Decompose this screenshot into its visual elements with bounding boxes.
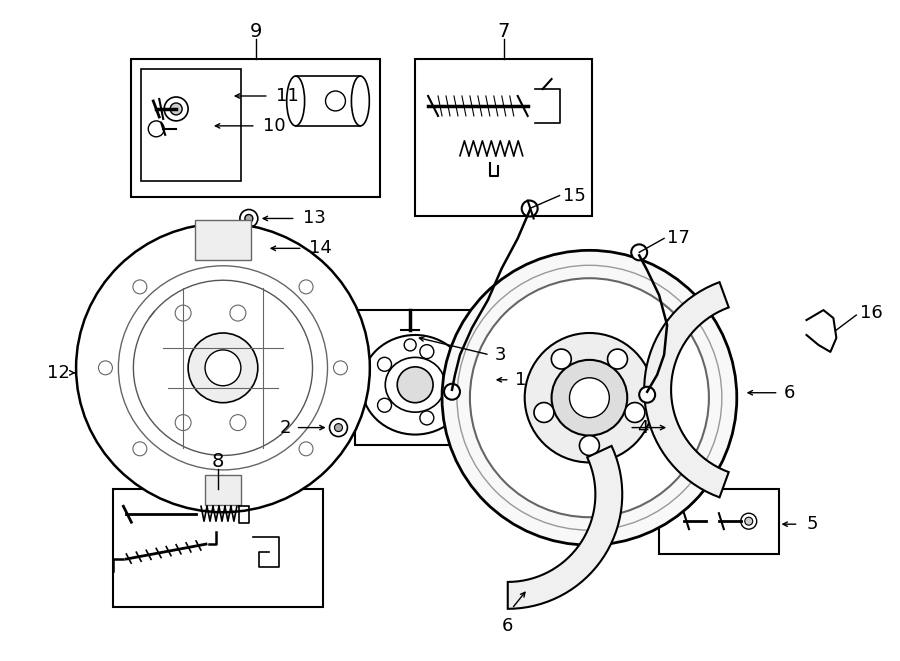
Circle shape: [397, 367, 433, 403]
Circle shape: [552, 349, 572, 369]
Text: 13: 13: [302, 210, 326, 227]
Circle shape: [470, 278, 709, 517]
Bar: [195, 221, 251, 260]
Circle shape: [378, 399, 392, 412]
Ellipse shape: [119, 266, 328, 470]
Circle shape: [334, 361, 347, 375]
Text: 7: 7: [498, 22, 510, 41]
Circle shape: [522, 200, 537, 217]
Circle shape: [230, 414, 246, 430]
Circle shape: [631, 245, 647, 260]
Bar: [141, 69, 241, 180]
Circle shape: [205, 350, 241, 386]
Circle shape: [176, 414, 191, 430]
Circle shape: [552, 360, 627, 436]
Bar: [205, 475, 241, 505]
Text: 5: 5: [806, 515, 818, 533]
Circle shape: [299, 442, 313, 456]
Text: 1: 1: [515, 371, 526, 389]
Circle shape: [745, 517, 752, 525]
Circle shape: [404, 339, 416, 351]
Ellipse shape: [385, 358, 445, 412]
Circle shape: [446, 378, 460, 392]
Text: 15: 15: [562, 186, 585, 204]
Polygon shape: [508, 446, 622, 609]
Polygon shape: [644, 282, 729, 497]
Circle shape: [329, 418, 347, 436]
Text: 12: 12: [47, 364, 69, 382]
Circle shape: [245, 214, 253, 223]
Text: 14: 14: [309, 239, 331, 257]
Circle shape: [133, 280, 147, 294]
Circle shape: [188, 333, 257, 403]
Circle shape: [148, 121, 164, 137]
Circle shape: [420, 344, 434, 359]
Circle shape: [164, 97, 188, 121]
Text: 6: 6: [502, 617, 513, 635]
Circle shape: [176, 305, 191, 321]
Ellipse shape: [362, 335, 469, 434]
Text: 2: 2: [279, 418, 291, 436]
Ellipse shape: [351, 76, 369, 126]
Bar: [659, 489, 778, 554]
Text: 9: 9: [249, 22, 262, 41]
Circle shape: [525, 333, 654, 463]
Circle shape: [534, 403, 554, 422]
Circle shape: [625, 403, 644, 422]
Text: 16: 16: [860, 304, 883, 322]
Ellipse shape: [287, 76, 304, 126]
Bar: [131, 59, 381, 196]
Text: 17: 17: [667, 229, 690, 247]
Circle shape: [420, 411, 434, 425]
Text: 8: 8: [212, 452, 224, 471]
Circle shape: [133, 442, 147, 456]
Circle shape: [246, 239, 266, 258]
Circle shape: [98, 361, 112, 375]
Circle shape: [741, 513, 757, 529]
Ellipse shape: [76, 223, 370, 512]
Text: 11: 11: [275, 87, 299, 105]
Circle shape: [216, 247, 230, 260]
Bar: [356, 310, 493, 444]
Text: 10: 10: [263, 117, 285, 135]
Circle shape: [170, 103, 182, 115]
Circle shape: [570, 378, 609, 418]
Bar: [113, 489, 322, 607]
Circle shape: [444, 384, 460, 400]
Circle shape: [335, 424, 343, 432]
Bar: [415, 59, 592, 217]
Circle shape: [639, 387, 655, 403]
Circle shape: [240, 210, 257, 227]
Circle shape: [580, 436, 599, 455]
Circle shape: [251, 243, 261, 253]
Circle shape: [326, 91, 346, 111]
Text: 4: 4: [637, 418, 649, 436]
Text: 3: 3: [495, 346, 507, 364]
Circle shape: [378, 358, 392, 371]
Circle shape: [299, 280, 313, 294]
Circle shape: [608, 349, 627, 369]
Bar: [296, 76, 360, 126]
Circle shape: [216, 475, 230, 489]
Circle shape: [442, 251, 737, 545]
Circle shape: [230, 305, 246, 321]
Text: 6: 6: [784, 384, 795, 402]
